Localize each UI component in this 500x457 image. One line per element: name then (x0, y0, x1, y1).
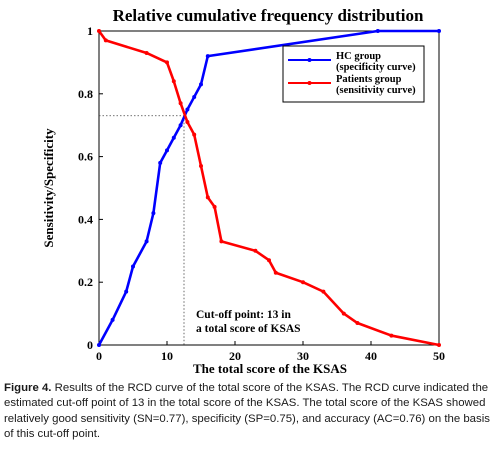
y-tick-label: 0.2 (78, 275, 93, 289)
data-point (158, 160, 163, 165)
data-point (192, 94, 197, 99)
data-point (355, 321, 360, 326)
data-point (124, 289, 129, 294)
legend-box (282, 45, 425, 103)
data-point (199, 82, 203, 87)
data-point (110, 317, 115, 322)
data-point (178, 123, 183, 128)
series-line (97, 29, 439, 346)
data-point (301, 280, 305, 285)
annotation-line-1: Cut-off point: 13 in (196, 309, 291, 321)
data-point (144, 239, 149, 244)
x-axis-label: The total score of the KSAS (193, 361, 347, 375)
y-tick-label: 1 (87, 24, 93, 38)
data-point (199, 164, 203, 169)
plot-frame (98, 30, 440, 346)
data-point (267, 258, 271, 263)
x-tick-label: 40 (365, 349, 377, 363)
caption-text: Results of the RCD curve of the total sc… (4, 382, 490, 441)
data-point (151, 211, 156, 216)
annotation-line-2: a total score of KSAS (196, 323, 301, 335)
data-point (97, 29, 101, 33)
legend-label-patients-1: Patients group (336, 74, 402, 85)
data-point (375, 29, 380, 33)
x-tick-label: 20 (229, 349, 241, 363)
legend-marker-patients (307, 81, 312, 85)
data-point (171, 79, 176, 84)
data-point (205, 54, 210, 59)
y-axis-label: Sensitivity/Specificity (41, 128, 56, 248)
legend: HC group (specificity curve) Patients gr… (282, 45, 425, 103)
cutoff-annotation: Cut-off point: 13 in a total score of KS… (196, 309, 301, 335)
data-point (192, 132, 197, 137)
data-point (171, 135, 176, 140)
cutoff-guides (99, 115, 185, 345)
data-point (97, 343, 101, 347)
y-tick-label: 0.6 (78, 150, 93, 164)
caption-lead: Figure 4. (4, 382, 52, 394)
y-tick-label: 0.4 (78, 212, 93, 226)
data-point (219, 239, 224, 244)
data-point (103, 38, 108, 43)
data-point (178, 101, 183, 106)
x-tick-label: 0 (96, 349, 102, 363)
data-point (205, 195, 210, 200)
legend-label-hc-1: HC group (336, 51, 381, 62)
x-tick-label: 30 (297, 349, 309, 363)
data-point (165, 60, 169, 65)
data-point (253, 248, 258, 253)
legend-label-hc-2: (specificity curve) (336, 62, 416, 73)
data-point (321, 289, 326, 294)
data-point (185, 107, 190, 112)
series-layer (97, 29, 441, 347)
data-point (437, 343, 441, 347)
rcd-chart: Relative cumulative frequency distributi… (41, 6, 445, 375)
data-point (389, 333, 394, 338)
data-point (185, 120, 190, 125)
x-tick-label: 50 (433, 349, 445, 363)
data-point (144, 50, 149, 55)
x-tick-label: 10 (161, 349, 173, 363)
y-tick-label: 0.8 (78, 87, 93, 101)
y-axis-ticks: 0 0.2 0.4 0.6 0.8 1 (78, 24, 103, 352)
chart-title: Relative cumulative frequency distributi… (113, 6, 424, 25)
series-patients (97, 29, 441, 347)
data-point (341, 311, 346, 316)
data-point (273, 270, 278, 275)
data-point (165, 148, 169, 153)
data-point (437, 29, 441, 33)
x-axis-ticks: 0 10 20 30 40 50 (96, 341, 445, 363)
series-hc (97, 29, 441, 347)
data-point (131, 264, 135, 269)
figure-caption: Figure 4. Results of the RCD curve of th… (4, 381, 496, 443)
legend-marker-hc (307, 58, 312, 62)
y-tick-label: 0 (87, 338, 93, 352)
legend-label-patients-2: (sensitivity curve) (336, 85, 416, 96)
data-point (212, 204, 217, 209)
